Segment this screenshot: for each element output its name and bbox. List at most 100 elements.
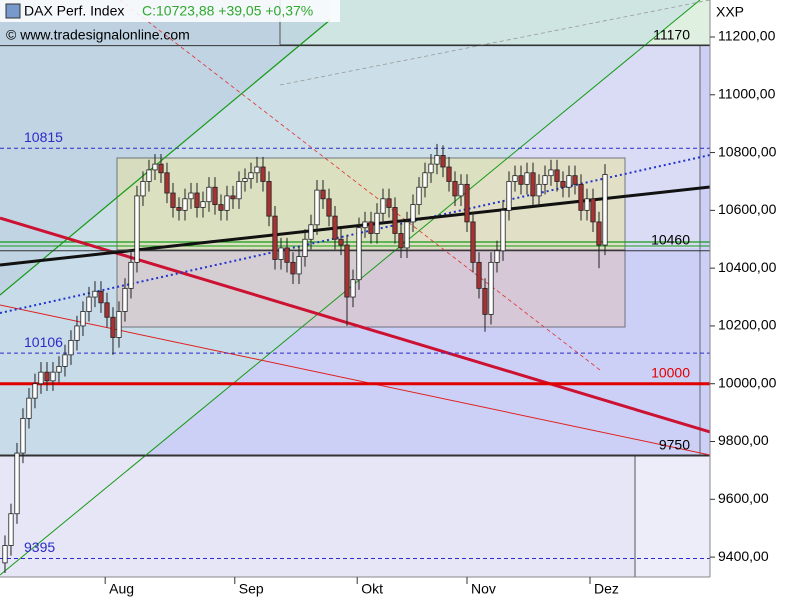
candle-body xyxy=(338,238,344,246)
trend-line xyxy=(0,154,710,314)
candle-body xyxy=(104,302,110,318)
candle-body xyxy=(488,261,494,315)
candle-body xyxy=(308,224,314,240)
y-axis-area xyxy=(710,0,800,600)
candle-body xyxy=(38,371,44,385)
level-label: 9395 xyxy=(24,539,55,555)
candle-body xyxy=(272,215,278,260)
y-tick-label: 10200,00 xyxy=(718,317,777,333)
candle-body xyxy=(218,204,224,211)
candle-body xyxy=(56,365,62,373)
candles xyxy=(2,143,608,573)
zone xyxy=(635,455,710,577)
candle-body xyxy=(578,183,584,211)
x-tick-label: Okt xyxy=(361,581,383,597)
x-tick-label: Dez xyxy=(594,581,619,597)
candle-body xyxy=(152,163,158,171)
candle-body xyxy=(398,233,404,249)
candle-body xyxy=(194,192,200,208)
level-label: 10460 xyxy=(651,232,690,248)
level-label: 10000 xyxy=(651,364,690,380)
background xyxy=(0,0,710,577)
candle-body xyxy=(200,201,206,208)
x-tick-label: Sep xyxy=(239,581,264,597)
trend-line xyxy=(279,0,710,86)
candle-body xyxy=(230,195,236,200)
candle-body xyxy=(290,261,296,275)
y-tick-label: 10000,00 xyxy=(718,374,777,390)
candle-body xyxy=(278,247,284,260)
candle-body xyxy=(314,189,320,226)
candle-body xyxy=(386,198,392,208)
candle-body xyxy=(392,207,398,234)
level-label: 10815 xyxy=(24,129,63,145)
icon xyxy=(5,3,21,19)
candle-body xyxy=(20,417,26,454)
y-tick-label: 11200,00 xyxy=(718,28,776,44)
level-label: 10106 xyxy=(24,334,63,350)
candle-body xyxy=(332,215,338,240)
candle-body xyxy=(302,238,308,257)
trend-line xyxy=(0,19,331,296)
candle-body xyxy=(590,198,596,223)
candle-body xyxy=(86,296,92,312)
candle-body xyxy=(512,175,518,182)
candle-body xyxy=(428,163,434,174)
quote: C:10723,88 +39,05 +0,37% xyxy=(142,3,313,19)
candle-body xyxy=(518,175,524,185)
candle-body xyxy=(410,204,416,223)
candle-body xyxy=(380,198,386,214)
candle-body xyxy=(44,371,50,382)
x-tick-label: Aug xyxy=(109,581,134,597)
candle-body xyxy=(146,169,152,182)
candle-body xyxy=(536,183,542,197)
candle-body xyxy=(212,186,218,205)
levels: 11170 10815 10460 10106 10000 9750 9395 xyxy=(0,26,710,560)
candle-body xyxy=(494,250,500,263)
candle-body xyxy=(242,178,248,182)
candle-body xyxy=(140,181,146,197)
candle-body xyxy=(554,169,560,182)
candle-body xyxy=(134,195,140,263)
candle-body xyxy=(464,183,470,223)
candle-body xyxy=(476,261,482,289)
candle-body xyxy=(50,371,56,382)
candle-body xyxy=(188,192,194,200)
candle-body xyxy=(296,256,302,275)
candle-body xyxy=(452,181,458,197)
candle-body xyxy=(416,186,422,205)
candle-body xyxy=(116,311,122,338)
candle-body xyxy=(92,290,98,298)
candle-body xyxy=(260,166,266,182)
candle-body xyxy=(320,189,326,200)
candle-body xyxy=(8,513,14,546)
candle-body xyxy=(254,166,260,174)
candle-body xyxy=(566,175,572,188)
trend-line xyxy=(119,0,601,371)
range-box xyxy=(116,249,626,328)
zone xyxy=(0,455,635,577)
candle-body xyxy=(458,183,464,197)
candle-body xyxy=(446,166,452,182)
candle-body xyxy=(572,175,578,185)
x-tick-label: Nov xyxy=(471,581,496,597)
candle-body xyxy=(98,290,104,304)
y-tick-label: 9600,00 xyxy=(718,490,769,506)
candle-body xyxy=(14,452,20,515)
candle-body xyxy=(26,397,32,419)
source: © www.tradesignalonline.com xyxy=(6,27,190,43)
candle-body xyxy=(440,155,446,168)
symbol: XXP xyxy=(716,4,744,20)
candle-body xyxy=(158,163,164,174)
candle-body xyxy=(548,169,554,177)
trend-line xyxy=(0,0,701,576)
candle-body xyxy=(248,172,254,179)
candle-body xyxy=(524,172,530,185)
candle-body xyxy=(206,186,212,203)
candle-body xyxy=(170,192,176,208)
y-tick-label: 9800,00 xyxy=(718,432,769,448)
candle-body xyxy=(74,325,80,341)
candle-body xyxy=(368,221,374,234)
candle-body xyxy=(500,209,506,252)
